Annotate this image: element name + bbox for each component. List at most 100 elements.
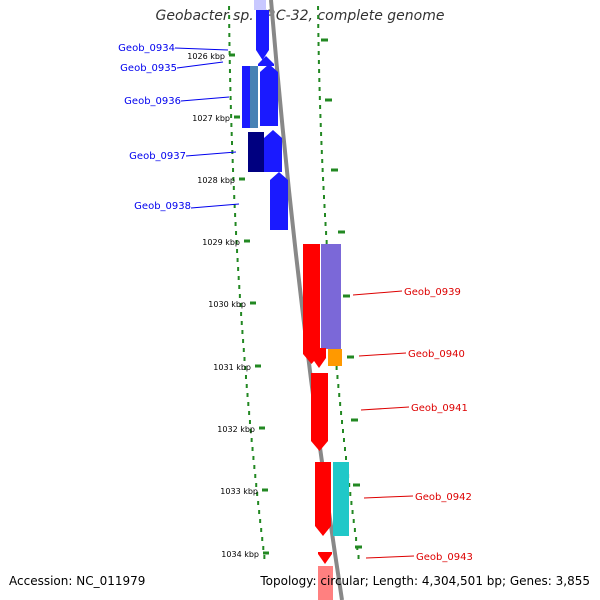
gene-label-forward: Geob_0936 [124, 96, 181, 107]
gene-arrow-0941 [311, 373, 328, 451]
label-leader-line [365, 555, 415, 559]
tick-label: 1033 kbp [220, 487, 258, 496]
gc-dot-inner [236, 249, 239, 253]
gc-dot-outer [322, 177, 325, 181]
gc-dot-inner [248, 411, 251, 415]
tick-mark [250, 301, 256, 305]
gc-dot-inner [230, 114, 233, 118]
tick-mark [263, 551, 269, 555]
gc-dot-inner [247, 402, 250, 406]
domain-0937 [248, 132, 264, 172]
label-leader-line [190, 203, 240, 209]
gc-dot-outer [317, 33, 320, 37]
gene-arrow-0943b [318, 566, 333, 600]
tick-label: 1032 kbp [217, 425, 255, 434]
gc-dot-inner [237, 267, 240, 271]
gc-dot-inner [256, 492, 259, 496]
gc-dot-outer [336, 375, 339, 379]
gc-dot-outer [324, 222, 327, 226]
tick-label: 1026 kbp [187, 52, 225, 61]
gc-dot-inner [234, 213, 237, 217]
domain-0939 [321, 244, 341, 349]
accession-text: Accession: NC_011979 [9, 574, 146, 588]
domain-0936 [250, 66, 258, 128]
gene-label-forward: Geob_0935 [120, 63, 177, 74]
tick-mark [239, 177, 245, 181]
tick-mark [229, 53, 235, 57]
gc-dot-outer [325, 231, 328, 235]
gc-dot-outer [317, 51, 320, 55]
page-title: Geobacter sp. FRC-32, complete genome [155, 8, 445, 24]
gc-dot-inner [228, 24, 231, 28]
gc-dot-outer [355, 537, 358, 541]
gene-arrow-0940 [312, 348, 326, 368]
gc-dot-inner [251, 447, 254, 451]
gc-dot-outer [351, 510, 354, 514]
gc-dot-outer [345, 456, 348, 460]
gc-dot-outer [320, 141, 323, 145]
gc-dot-inner [252, 456, 255, 460]
gc-dot-inner [243, 357, 246, 361]
gc-dot-outer [349, 492, 352, 496]
label-leader-line [185, 151, 237, 157]
gc-dot-inner [234, 222, 237, 226]
gc-dot-inner [229, 105, 232, 109]
gc-dot-inner [228, 6, 231, 10]
gc-dot-outer [343, 447, 346, 451]
gc-dot-outer [353, 528, 356, 532]
tick-mark-outer [343, 294, 350, 298]
gene-arrow-0936b [260, 64, 278, 126]
gc-dot-outer [341, 420, 344, 424]
gc-dot-outer [335, 366, 338, 370]
tick-mark [262, 488, 268, 492]
gene-labels: Geob_0934 Geob_0935 Geob_0936 Geob_0937 Geob… [118, 43, 473, 563]
gc-dot-outer [317, 6, 320, 10]
gc-dot-outer [318, 78, 321, 82]
gc-dot-inner [259, 519, 262, 523]
tick-label: 1031 kbp [213, 363, 251, 372]
gc-dot-inner [228, 60, 231, 64]
gc-dot-inner [249, 429, 252, 433]
gc-dot-outer [325, 240, 328, 244]
gc-dot-inner [240, 321, 243, 325]
gene-label-reverse: Geob_0941 [411, 403, 468, 414]
gc-dot-inner [250, 438, 253, 442]
gc-dot-outer [352, 519, 355, 523]
gc-dot-inner [231, 141, 234, 145]
tick-mark-outer [351, 418, 358, 422]
tick-label: 1028 kbp [197, 176, 235, 185]
tick-mark-outer [347, 355, 354, 359]
gene-arrow-0934 [256, 10, 269, 60]
gc-dot-outer [350, 501, 353, 505]
gc-dot-inner [232, 177, 235, 181]
gene-arrow-0937 [264, 130, 282, 172]
tick-mark [234, 115, 240, 119]
gc-dot-inner [230, 123, 233, 127]
gc-dot-inner [232, 186, 235, 190]
gc-dot-inner [229, 96, 232, 100]
gene-label-forward: Geob_0938 [134, 201, 191, 212]
label-leader-line [358, 352, 407, 357]
gc-dot-outer [320, 132, 323, 136]
tick-mark-outer [355, 545, 362, 549]
tick-label: 1029 kbp [202, 238, 240, 247]
gene-fragment [254, 0, 266, 10]
gc-dot-outer [337, 384, 340, 388]
gc-dot-outer [339, 402, 342, 406]
gc-dot-outer [317, 24, 320, 28]
gc-dot-outer [357, 555, 360, 559]
gene-arrow-0938 [270, 172, 288, 230]
gc-dot-inner [238, 285, 241, 289]
tick-mark-outer [325, 98, 332, 102]
gene-label-reverse: Geob_0940 [408, 349, 465, 360]
gc-dot-outer [348, 483, 351, 487]
gc-dot-inner [238, 294, 241, 298]
gene-label-forward: Geob_0934 [118, 43, 175, 54]
tick-labels: 1026 kbp 1027 kbp 1028 kbp 1029 kbp 1030 kbp… [187, 52, 259, 559]
gene-label-reverse: Geob_0943 [416, 552, 473, 563]
gc-dot-inner [235, 231, 238, 235]
gc-dot-outer [322, 195, 325, 199]
gc-dot-inner [244, 366, 247, 370]
gc-dot-inner [228, 69, 231, 73]
